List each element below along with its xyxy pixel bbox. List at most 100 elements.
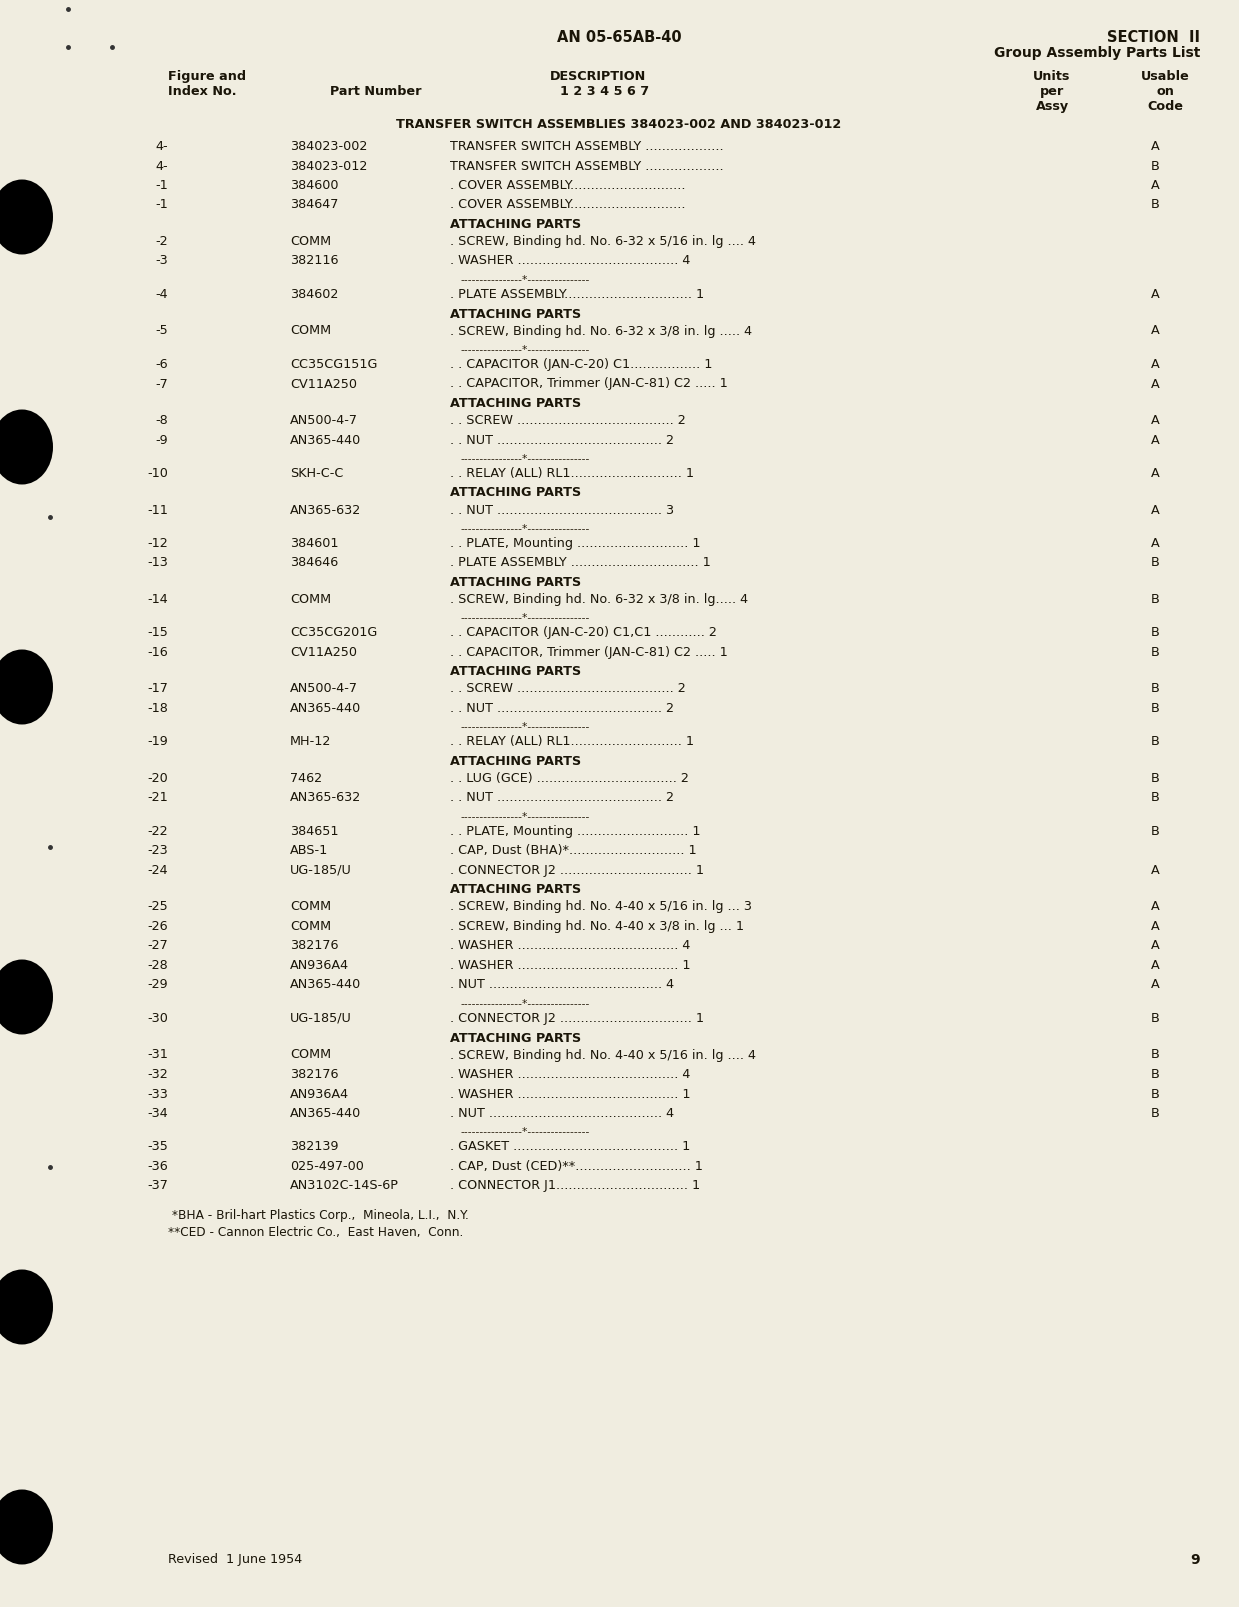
Text: ----------------*----------------: ----------------*---------------- [460,273,590,284]
Text: 384601: 384601 [290,537,338,550]
Text: ATTACHING PARTS: ATTACHING PARTS [450,219,581,231]
Text: SKH-C-C: SKH-C-C [290,466,343,480]
Text: . COVER ASSEMBLY............................: . COVER ASSEMBLY........................… [450,178,685,191]
Text: B: B [1151,702,1160,715]
Text: . NUT .......................................... 4: . NUT ..................................… [450,1106,674,1120]
Text: . . NUT ........................................ 3: . . NUT ................................… [450,503,674,516]
Text: -21: -21 [147,791,169,804]
Text: ABS-1: ABS-1 [290,844,328,857]
Text: . WASHER ....................................... 4: . WASHER ...............................… [450,254,690,267]
Text: B: B [1151,159,1160,172]
Text: -6: -6 [155,358,169,371]
Text: ----------------*----------------: ----------------*---------------- [460,722,590,731]
Text: -9: -9 [155,434,169,447]
Text: -17: -17 [147,681,169,696]
Text: AN500-4-7: AN500-4-7 [290,681,358,696]
Text: *BHA - Bril-hart Plastics Corp.,  Mineola, L.I.,  N.Y.: *BHA - Bril-hart Plastics Corp., Mineola… [169,1208,468,1221]
Text: -11: -11 [147,503,169,516]
Text: . SCREW, Binding hd. No. 6-32 x 5/16 in. lg .... 4: . SCREW, Binding hd. No. 6-32 x 5/16 in.… [450,235,756,247]
Text: Revised  1 June 1954: Revised 1 June 1954 [169,1552,302,1565]
Text: -3: -3 [155,254,169,267]
Text: . . CAPACITOR, Trimmer (JAN-C-81) C2 ..... 1: . . CAPACITOR, Trimmer (JAN-C-81) C2 ...… [450,378,727,391]
Text: Group Assembly Parts List: Group Assembly Parts List [994,47,1201,59]
Text: . WASHER ....................................... 1: . WASHER ...............................… [450,1086,690,1099]
Text: -31: -31 [147,1048,169,1061]
Text: -2: -2 [155,235,169,247]
Text: 384602: 384602 [290,288,338,301]
Ellipse shape [0,651,53,725]
Text: A: A [1151,288,1160,301]
Text: B: B [1151,681,1160,696]
Text: . . PLATE, Mounting ........................... 1: . . PLATE, Mounting ....................… [450,537,700,550]
Text: -20: -20 [147,771,169,784]
Text: AN365-440: AN365-440 [290,1106,362,1120]
Text: MH-12: MH-12 [290,734,331,747]
Text: COMM: COMM [290,325,331,337]
Text: A: A [1151,466,1160,480]
Text: A: A [1151,178,1160,191]
Text: 382116: 382116 [290,254,338,267]
Text: Assy: Assy [1036,100,1068,112]
Text: A: A [1151,958,1160,971]
Text: AN3102C-14S-6P: AN3102C-14S-6P [290,1180,399,1192]
Text: B: B [1151,791,1160,804]
Text: 384646: 384646 [290,556,338,569]
Text: AN365-440: AN365-440 [290,434,362,447]
Text: AN500-4-7: AN500-4-7 [290,413,358,427]
Text: -22: -22 [147,824,169,837]
Text: . CAP, Dust (CED)**............................ 1: . CAP, Dust (CED)**.....................… [450,1159,703,1172]
Text: A: A [1151,919,1160,932]
Text: . SCREW, Binding hd. No. 6-32 x 3/8 in. lg..... 4: . SCREW, Binding hd. No. 6-32 x 3/8 in. … [450,593,748,606]
Text: -37: -37 [147,1180,169,1192]
Text: B: B [1151,1106,1160,1120]
Text: UG-185/U: UG-185/U [290,863,352,876]
Text: ----------------*----------------: ----------------*---------------- [460,344,590,354]
Text: COMM: COMM [290,593,331,606]
Text: . . CAPACITOR (JAN-C-20) C1,C1 ............ 2: . . CAPACITOR (JAN-C-20) C1,C1 .........… [450,627,717,640]
Text: COMM: COMM [290,235,331,247]
Text: ATTACHING PARTS: ATTACHING PARTS [450,882,581,897]
Text: -8: -8 [155,413,169,427]
Text: ATTACHING PARTS: ATTACHING PARTS [450,1030,581,1045]
Text: . CONNECTOR J1................................ 1: . CONNECTOR J1..........................… [450,1180,700,1192]
Text: **CED - Cannon Electric Co.,  East Haven,  Conn.: **CED - Cannon Electric Co., East Haven,… [169,1225,463,1239]
Text: 025-497-00: 025-497-00 [290,1159,364,1172]
Text: ----------------*----------------: ----------------*---------------- [460,612,590,622]
Text: Figure and: Figure and [169,71,247,84]
Text: A: A [1151,900,1160,913]
Text: 384600: 384600 [290,178,338,191]
Text: A: A [1151,358,1160,371]
Text: . . SCREW ...................................... 2: . . SCREW ..............................… [450,413,685,427]
Text: per: per [1040,85,1064,98]
Text: -10: -10 [147,466,169,480]
Text: Part Number: Part Number [330,85,421,98]
Text: . . RELAY (ALL) RL1........................... 1: . . RELAY (ALL) RL1.....................… [450,466,694,480]
Ellipse shape [0,1490,53,1565]
Text: -34: -34 [147,1106,169,1120]
Text: . . CAPACITOR (JAN-C-20) C1................. 1: . . CAPACITOR (JAN-C-20) C1.............… [450,358,712,371]
Text: -5: -5 [155,325,169,337]
Text: ATTACHING PARTS: ATTACHING PARTS [450,487,581,500]
Text: -13: -13 [147,556,169,569]
Text: A: A [1151,537,1160,550]
Text: B: B [1151,646,1160,659]
Text: -29: -29 [147,979,169,992]
Text: CC35CG151G: CC35CG151G [290,358,378,371]
Text: AN 05-65AB-40: AN 05-65AB-40 [556,31,681,45]
Text: . SCREW, Binding hd. No. 6-32 x 3/8 in. lg ..... 4: . SCREW, Binding hd. No. 6-32 x 3/8 in. … [450,325,752,337]
Text: -28: -28 [147,958,169,971]
Text: ATTACHING PARTS: ATTACHING PARTS [450,575,581,588]
Text: . PLATE ASSEMBLY ............................... 1: . PLATE ASSEMBLY .......................… [450,556,711,569]
Text: TRANSFER SWITCH ASSEMBLY ...................: TRANSFER SWITCH ASSEMBLY ...............… [450,140,724,153]
Text: Usable: Usable [1141,71,1189,84]
Text: AN936A4: AN936A4 [290,958,349,971]
Text: 382139: 382139 [290,1139,338,1152]
Text: B: B [1151,1011,1160,1024]
Text: ATTACHING PARTS: ATTACHING PARTS [450,665,581,678]
Text: A: A [1151,503,1160,516]
Text: -15: -15 [147,627,169,640]
Text: COMM: COMM [290,919,331,932]
Text: CV11A250: CV11A250 [290,646,357,659]
Text: . SCREW, Binding hd. No. 4-40 x 3/8 in. lg ... 1: . SCREW, Binding hd. No. 4-40 x 3/8 in. … [450,919,743,932]
Text: 7462: 7462 [290,771,322,784]
